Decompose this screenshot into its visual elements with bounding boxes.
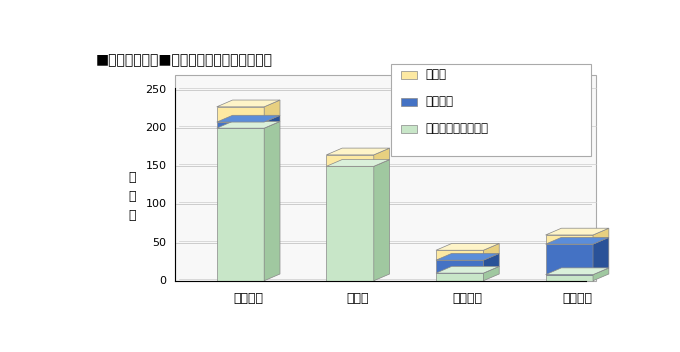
Polygon shape (593, 268, 609, 281)
Text: 150: 150 (146, 161, 167, 171)
Text: 企業負担: 企業負担 (425, 95, 453, 108)
Polygon shape (217, 121, 280, 128)
Polygon shape (326, 159, 390, 166)
Polygon shape (217, 107, 264, 122)
Polygon shape (264, 121, 280, 281)
Text: 0: 0 (160, 276, 167, 286)
Polygon shape (593, 228, 609, 244)
Text: スペース: スペース (453, 291, 483, 304)
Polygon shape (483, 266, 499, 281)
Bar (401, 71, 417, 79)
FancyBboxPatch shape (175, 75, 596, 281)
Text: ■図３－２－６■　市区町村と企業との協定: ■図３－２－６■ 市区町村と企業との協定 (95, 53, 273, 67)
Polygon shape (217, 100, 280, 107)
Polygon shape (436, 244, 499, 250)
Text: 100: 100 (146, 200, 167, 209)
Polygon shape (374, 148, 390, 166)
Polygon shape (545, 244, 593, 275)
Polygon shape (593, 237, 609, 275)
Polygon shape (483, 253, 499, 273)
Text: 実費等を行政が負担: 実費等を行政が負担 (425, 122, 488, 136)
Polygon shape (264, 100, 280, 122)
Polygon shape (545, 275, 593, 281)
Polygon shape (264, 115, 280, 128)
Bar (401, 98, 417, 106)
Polygon shape (374, 159, 390, 281)
Text: 情報提供: 情報提供 (562, 291, 592, 304)
Polygon shape (217, 128, 264, 281)
Text: 不　明: 不 明 (425, 68, 446, 81)
Polygon shape (217, 122, 264, 128)
Text: 数: 数 (129, 209, 136, 222)
Polygon shape (545, 268, 609, 275)
Polygon shape (326, 166, 374, 281)
Polygon shape (326, 148, 390, 155)
Text: 250: 250 (146, 85, 167, 95)
Polygon shape (217, 115, 280, 122)
Polygon shape (436, 260, 483, 273)
Text: 定: 定 (129, 190, 136, 203)
Polygon shape (326, 155, 374, 166)
Text: 専門技術: 専門技術 (233, 291, 263, 304)
Text: 協: 協 (129, 171, 136, 184)
Polygon shape (545, 237, 609, 244)
Text: 200: 200 (146, 123, 167, 133)
Text: 物　資: 物 資 (347, 291, 369, 304)
Polygon shape (436, 266, 499, 273)
Polygon shape (545, 228, 609, 235)
Bar (401, 125, 417, 133)
FancyBboxPatch shape (390, 64, 591, 156)
Polygon shape (436, 250, 483, 260)
Text: 50: 50 (153, 238, 167, 247)
Polygon shape (545, 235, 593, 244)
Polygon shape (483, 244, 499, 260)
Polygon shape (436, 273, 483, 281)
Polygon shape (436, 253, 499, 260)
